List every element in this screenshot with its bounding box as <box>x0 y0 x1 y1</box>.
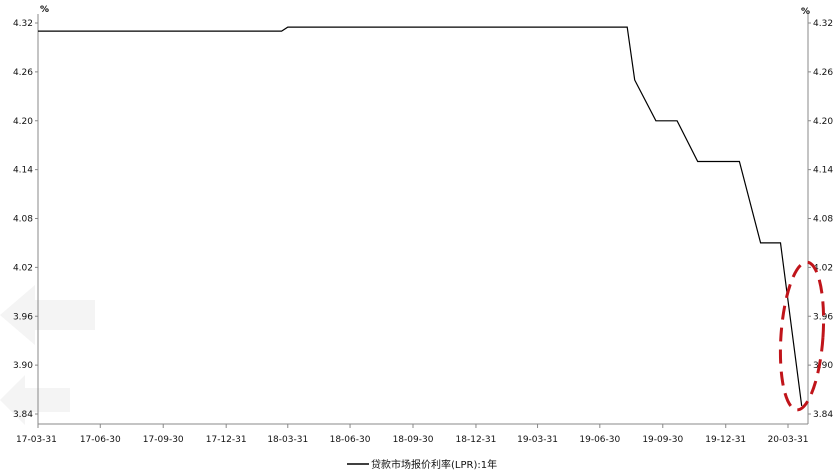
x-tick-label: 18-06-30 <box>330 435 371 445</box>
x-tick-label: 17-12-31 <box>206 435 247 445</box>
y-tick-label-left: 3.96 <box>13 312 33 322</box>
plot-frame <box>37 14 809 425</box>
y-axis-right-ticks: 4.32 4.26 4.20 4.14 4.08 4.02 3.96 3.90 3.84 <box>808 19 833 420</box>
y-tick-label-right: 4.14 <box>813 166 833 176</box>
y-tick-label-right: 4.26 <box>813 68 833 78</box>
legend: 贷款市场报价利率(LPR):1年 <box>347 458 497 471</box>
right-unit-label: % <box>801 7 810 17</box>
x-tick-label: 17-09-30 <box>143 435 184 445</box>
y-tick-label-right: 3.84 <box>813 410 833 420</box>
y-tick-label-left: 4.20 <box>13 117 33 127</box>
y-tick-label-right: 3.90 <box>813 361 833 371</box>
y-tick-label-right: 4.08 <box>813 215 833 225</box>
y-tick-label-left: 4.14 <box>13 166 33 176</box>
y-tick-label-right: 3.96 <box>813 312 833 322</box>
x-tick-label: 19-09-30 <box>642 435 683 445</box>
y-tick-label-left: 4.02 <box>13 263 33 273</box>
x-tick-label: 17-03-31 <box>16 435 57 445</box>
y-tick-label-left: 3.84 <box>13 410 33 420</box>
y-axis-left-ticks: 4.32 4.26 4.20 4.14 4.08 4.02 3.96 3.90 3.84 <box>13 19 38 420</box>
y-tick-label-left: 3.90 <box>13 361 33 371</box>
legend-label: 贷款市场报价利率(LPR):1年 <box>371 458 497 471</box>
background-arrow-watermark <box>0 285 95 425</box>
y-tick-label-right: 4.20 <box>813 117 833 127</box>
x-tick-label: 18-09-30 <box>393 435 434 445</box>
y-tick-label-right: 4.32 <box>813 19 833 29</box>
y-tick-label-right: 4.02 <box>813 263 833 273</box>
x-tick-label: 19-03-31 <box>517 435 558 445</box>
x-tick-label: 18-03-31 <box>267 435 308 445</box>
x-tick-label: 19-06-30 <box>579 435 620 445</box>
x-tick-label: 17-06-30 <box>80 435 121 445</box>
y-tick-label-left: 4.08 <box>13 215 33 225</box>
x-tick-label: 19-12-31 <box>705 435 746 445</box>
y-tick-label-left: 4.32 <box>13 19 33 29</box>
x-tick-label: 18-12-31 <box>456 435 497 445</box>
x-tick-label: 20-03-31 <box>768 435 809 445</box>
y-tick-label-left: 4.26 <box>13 68 33 78</box>
series-line-lpr-1y <box>38 26 803 406</box>
x-axis-ticks: 17-03-31 17-06-30 17-09-30 17-12-31 18-03-31… <box>16 424 808 445</box>
highlight-ellipse-annotation <box>778 260 826 412</box>
left-unit-label: % <box>40 5 49 15</box>
